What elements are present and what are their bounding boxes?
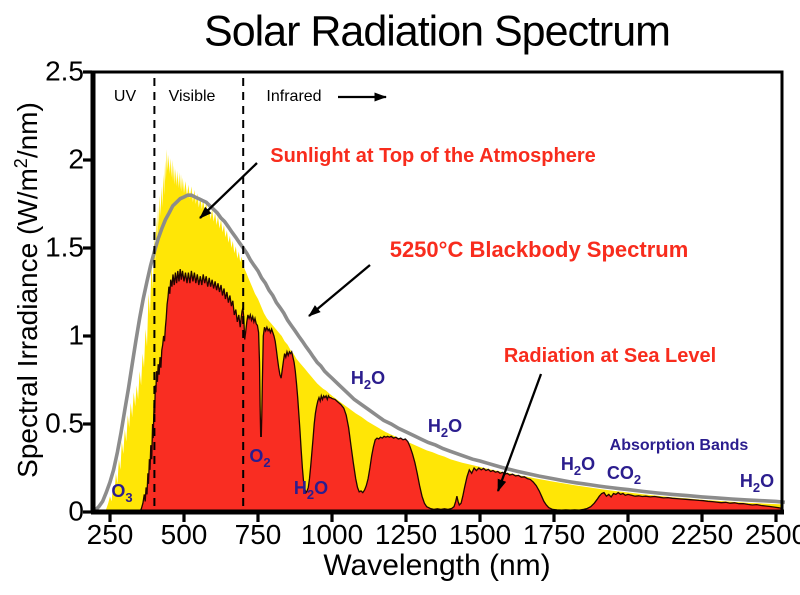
- h2o-1380-post: O: [448, 416, 463, 437]
- annotation-sunlight: Sunlight at Top of the Atmosphere: [270, 145, 596, 167]
- y-tick-label: 0: [68, 495, 84, 527]
- y-tick-label: 2.5: [45, 55, 84, 87]
- x-tick-label: 1250: [374, 519, 438, 550]
- y-tick-label: 1.5: [45, 231, 84, 263]
- h2o-1870-label: H2O: [561, 455, 595, 477]
- blackbody-arrow: [308, 264, 371, 317]
- h2o-2500-post: O: [760, 471, 775, 492]
- region-label-visible: Visible: [168, 88, 216, 105]
- y-tick-label: 1: [68, 319, 84, 351]
- h2o-1100-subscript: 2: [363, 376, 372, 392]
- annotation-sealevel: Radiation at Sea Level: [503, 345, 717, 367]
- x-tick-label: 2250: [670, 519, 734, 550]
- h2o-1100-symbol: H: [350, 368, 364, 389]
- tick-group: [83, 70, 778, 522]
- h2o-1870-symbol: H: [560, 454, 574, 475]
- x-axis-title: Wavelength (nm): [323, 549, 551, 582]
- h2o-2500-label: H2O: [740, 472, 774, 494]
- h2o-940-subscript: 2: [306, 486, 315, 502]
- annotation-blackbody: 5250°C Blackbody Spectrum: [389, 237, 689, 262]
- x-tick-label: 250: [86, 519, 134, 550]
- x-tick-label: 2500: [744, 519, 800, 550]
- sunlight-arrow: [199, 162, 258, 219]
- h2o-1380-symbol: H: [427, 416, 441, 437]
- o3-label: O3: [111, 482, 132, 504]
- h2o-2500-symbol: H: [739, 471, 753, 492]
- x-tick-label: 500: [160, 519, 208, 550]
- sealevel-spectrum-area: [138, 269, 783, 513]
- h2o-1380-subscript: 2: [440, 424, 449, 440]
- y-tick-label: 2: [68, 143, 84, 175]
- x-tick-label: 750: [234, 519, 282, 550]
- figure-title: Solar Radiation Spectrum: [204, 7, 671, 56]
- o2-subscript: 2: [263, 454, 271, 470]
- annotation-absorption-bands: Absorption Bands: [609, 437, 749, 454]
- o2-label: O2: [249, 447, 270, 469]
- sealevel-arrow: [496, 373, 543, 492]
- x-tick-label: 1000: [300, 519, 364, 550]
- co2-symbol: CO: [606, 463, 634, 484]
- h2o-940-post: O: [314, 478, 329, 499]
- o2-symbol: O: [249, 446, 264, 467]
- y-tick-label: 0.5: [45, 407, 84, 439]
- x-tick-label: 2000: [596, 519, 660, 550]
- h2o-2500-subscript: 2: [752, 479, 761, 495]
- x-tick-label: 1500: [448, 519, 512, 550]
- x-tick-label: 1750: [522, 519, 586, 550]
- h2o-1100-post: O: [371, 368, 386, 389]
- region-label-infrared: Infrared: [266, 88, 322, 105]
- region-label-uv: UV: [113, 88, 137, 105]
- co2-subscript: 2: [633, 471, 642, 487]
- h2o-1380-label: H2O: [428, 417, 462, 439]
- o3-symbol: O: [111, 481, 126, 502]
- co2-label: CO2: [607, 464, 641, 486]
- h2o-1870-post: O: [581, 454, 596, 475]
- o3-subscript: 3: [125, 489, 133, 505]
- blackbody-curve: [93, 193, 786, 512]
- h2o-940-symbol: H: [293, 478, 307, 499]
- h2o-940-label: H2O: [294, 479, 328, 501]
- h2o-1870-subscript: 2: [573, 462, 582, 478]
- h2o-1100-label: H2O: [351, 369, 385, 391]
